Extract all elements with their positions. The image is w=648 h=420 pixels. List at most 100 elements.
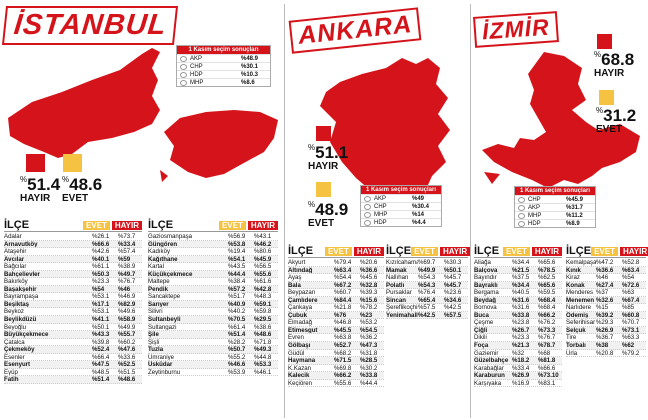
hayir-value: %62.5 xyxy=(538,274,556,282)
district-name: Karaburun xyxy=(474,372,505,379)
evet-value: %37.5 xyxy=(512,274,530,282)
party-logo-icon xyxy=(180,79,187,86)
party-value: %10.3 xyxy=(241,71,259,78)
party-logo-icon xyxy=(180,63,187,70)
evet-value: %33.8 xyxy=(512,311,530,319)
district-name: Güdül xyxy=(288,349,305,357)
table-row: Avcılar %40.1 %59 xyxy=(4,255,142,264)
table-row: Bayındır %37.5 %62.5 xyxy=(474,274,562,282)
district-name: Karabağlar xyxy=(474,364,504,372)
district-name: Dikili xyxy=(474,334,487,342)
table-row: Konak %27.4 %72.6 xyxy=(566,281,646,290)
table-header: İLÇE EVET HAYIR xyxy=(4,220,142,232)
district-name: Bala xyxy=(288,281,301,289)
district-name: Şile xyxy=(148,331,159,338)
district-name: Gölbaşı xyxy=(288,342,311,349)
table-row: Çamlıdere %84.4 %15.6 xyxy=(288,296,384,305)
hayir-value: %59.8 xyxy=(254,308,272,316)
evet-value: %51.4 xyxy=(92,376,110,384)
evet-value: %48.5 xyxy=(92,368,110,376)
district-name: Bahçelievler xyxy=(4,270,40,278)
table-row: Tire %36.7 %63.3 xyxy=(566,334,646,343)
district-name: Silivri xyxy=(148,308,163,316)
evet-value: %34.4 xyxy=(512,259,530,266)
district-name: Gaziosmanpaşa xyxy=(148,233,193,240)
istanbul-europe-shape xyxy=(8,48,160,158)
hayir-value: %61.6 xyxy=(254,278,272,286)
party-name: HDP xyxy=(374,219,387,226)
evet-value: %40.9 xyxy=(228,300,246,308)
evet-value: %68.2 xyxy=(334,349,352,357)
hayir-value: %31.8 xyxy=(360,349,378,357)
evet-value: %26.9 xyxy=(596,326,614,334)
hayir-value: %44.4 xyxy=(360,379,378,387)
hayir-value: %59.1 xyxy=(254,300,272,308)
district-name: Bayraklı xyxy=(474,281,498,289)
hayir-value: %49.9 xyxy=(118,323,136,331)
izmir-shape xyxy=(482,52,640,188)
evet-value: %54 xyxy=(92,285,105,293)
hayir-value: %82.9 xyxy=(118,300,136,308)
table-header: İLÇE EVET HAYIR xyxy=(288,246,384,258)
column-divider xyxy=(470,4,471,418)
hayir-header: HAYIR xyxy=(619,246,648,257)
table-row: Beşiktaş %17.1 %82.9 xyxy=(4,300,142,309)
evet-value: %41.1 xyxy=(92,316,110,324)
district-name: Kartal xyxy=(148,263,164,270)
table-row: Karşıyaka %16.9 %83.1 xyxy=(474,380,562,388)
evet-value: %54.3 xyxy=(418,281,436,289)
evet-value: %49.9 xyxy=(418,266,436,274)
hayir-label: HAYIR xyxy=(594,68,625,79)
evet-value: %29.3 xyxy=(596,319,614,327)
evet-value: %42.5 xyxy=(418,311,436,319)
istanbul-table-right: İLÇE EVET HAYIR Gaziosmanpaşa %56.9 %43.1 Güng… xyxy=(148,220,278,377)
evet-value: %50.7 xyxy=(228,346,246,354)
hayir-value: %67.4 xyxy=(622,296,640,304)
evet-value: %23.3 xyxy=(512,334,530,342)
party-value: %8.9 xyxy=(566,220,580,227)
istanbul-nov-row: CHP %30.1 xyxy=(177,62,270,70)
hayir-value: %45.9 xyxy=(254,255,272,263)
table-row: Çankaya %21.8 %78.2 xyxy=(288,304,384,312)
hayir-value: %78.5 xyxy=(538,266,556,274)
party-value: %11.2 xyxy=(566,212,583,219)
table-row: Şile %51.4 %48.6 xyxy=(148,331,278,339)
hayir-value: %85 xyxy=(622,304,635,312)
district-name: Etimesgut xyxy=(288,326,318,334)
hayir-header: HAYIR xyxy=(353,246,384,257)
table-row: Sincan %65.4 %34.6 xyxy=(386,296,468,305)
party-logo-icon xyxy=(518,196,525,203)
evet-header: EVET xyxy=(591,246,618,257)
hayir-value: %32.8 xyxy=(360,281,378,289)
table-row: Sancaktepe %51.7 %48.3 xyxy=(148,293,278,301)
percent-sign: % xyxy=(20,175,28,184)
istanbul-asia-shape xyxy=(164,110,278,178)
hayir-value: %52.8 xyxy=(622,259,640,266)
table-row: Bakırköy %23.3 %76.7 xyxy=(4,278,142,286)
table-row: Torbalı %38 %62 xyxy=(566,342,646,350)
hayir-value: %71.8 xyxy=(254,338,272,346)
hayir-value: %28.5 xyxy=(360,357,378,365)
hayir-value: %65.6 xyxy=(538,259,556,266)
hayir-header: HAYIR xyxy=(111,220,142,231)
table-row: Aliağa %34.4 %65.6 xyxy=(474,259,562,267)
district-name: Foça xyxy=(474,342,489,349)
district-name: Küçükçekmece xyxy=(148,270,193,278)
column-divider xyxy=(284,4,285,418)
ankara-hayir-result: %51.1 HAYIR xyxy=(308,143,348,172)
district-name: Ayaş xyxy=(288,274,302,281)
istanbul-title: İSTANBUL xyxy=(1,6,179,45)
evet-value: 48.9 xyxy=(315,200,349,219)
party-logo-icon xyxy=(364,203,371,210)
table-row: Elmadağ %46.8 %53.2 xyxy=(288,319,384,327)
table-row: Güzelbahçe %18.2 %81.8 xyxy=(474,357,562,365)
party-name: CHP xyxy=(190,63,203,70)
hayir-value: %46.2 xyxy=(254,240,272,248)
evet-value: %69.8 xyxy=(334,364,352,372)
hayir-value: %83.1 xyxy=(538,379,556,387)
evet-value: %71.5 xyxy=(334,357,352,365)
hayir-value: %60.2 xyxy=(118,338,136,346)
hayir-value: %54 xyxy=(622,274,635,282)
evet-value: %55.6 xyxy=(334,379,352,387)
hayir-value: %72.6 xyxy=(622,281,640,289)
